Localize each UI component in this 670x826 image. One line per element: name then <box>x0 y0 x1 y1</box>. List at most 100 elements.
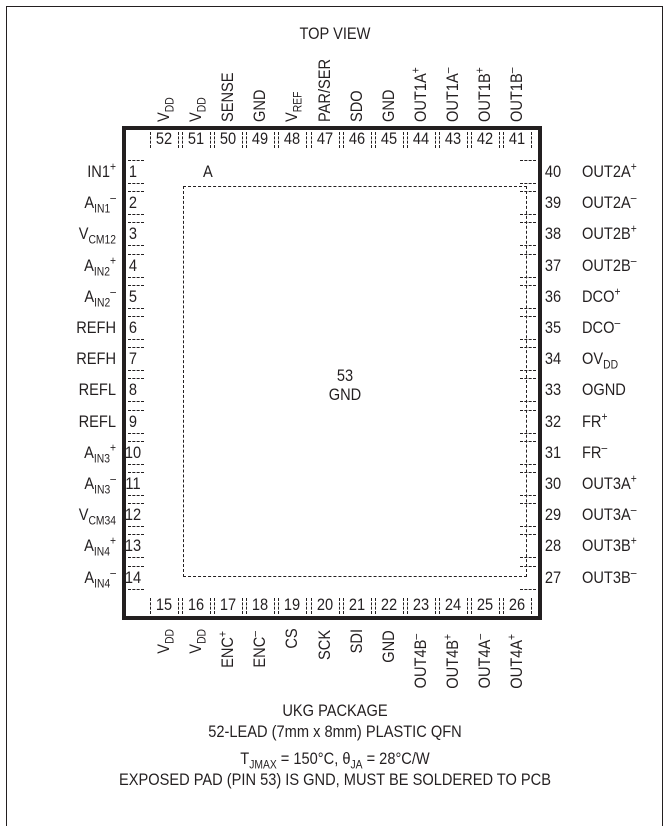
pin-box-right <box>210 598 212 614</box>
pin-box-bottom <box>128 463 144 465</box>
pin-box-top <box>128 316 144 317</box>
left-pin-number: 10 <box>124 442 142 462</box>
pin-box-left <box>246 598 248 614</box>
pin-box-bottom <box>128 307 144 309</box>
pin-box-bottom <box>520 588 536 590</box>
top-pin-number: 45 <box>380 129 397 148</box>
top-pin-number: 41 <box>508 129 526 148</box>
top-pin-label: PAR/SER <box>314 58 334 122</box>
pin-box-top <box>520 409 536 411</box>
pin-box-right <box>306 598 308 614</box>
right-pin-label: OUT2B– <box>582 252 637 275</box>
pin-box-top <box>128 534 144 536</box>
left-pin-number: 13 <box>124 536 142 556</box>
left-pin-label: AIN1– <box>84 190 116 216</box>
pin-box-right <box>434 598 436 614</box>
right-pin-number: 37 <box>544 255 562 275</box>
right-pin-label: OUT2A– <box>582 190 637 213</box>
pin-box-top <box>128 472 144 473</box>
pin-box-right <box>531 598 533 614</box>
left-pin-number: 12 <box>124 505 142 525</box>
pin-box-top <box>520 191 536 193</box>
pin-box-bottom <box>520 276 536 278</box>
left-pin-number: 5 <box>128 286 138 306</box>
bottom-pin-label: VDD <box>154 629 177 654</box>
pin-box-top <box>128 284 144 286</box>
exposed-pad-name: GND <box>328 385 362 404</box>
bottom-pin-label: OUT4A– <box>472 633 494 689</box>
pin-box-right <box>499 132 500 148</box>
bottom-pin-label: ENC– <box>247 630 270 668</box>
left-pin-number: 4 <box>128 255 138 275</box>
pin-box-bottom <box>520 526 536 528</box>
right-pin-label: OUT3A+ <box>582 471 637 493</box>
bottom-pin-number: 19 <box>284 595 301 614</box>
right-pin-number: 40 <box>544 162 562 181</box>
left-pin-number: 9 <box>128 411 138 431</box>
pin-box-left <box>150 132 151 148</box>
pin-box-top <box>128 253 144 255</box>
right-pin-number: 33 <box>544 380 562 400</box>
pin-box-right <box>178 598 179 614</box>
top-pin-label: VREF <box>282 91 305 122</box>
left-pin-number: 11 <box>125 474 141 493</box>
bottom-pin-number: 15 <box>155 595 173 614</box>
pin-box-top <box>520 253 536 255</box>
right-pin-number: 34 <box>544 349 562 369</box>
top-pin-number: 43 <box>444 129 462 148</box>
pin-box-left <box>214 598 216 614</box>
pin-box-left <box>310 598 312 614</box>
left-pin-label: AIN2+ <box>84 252 116 278</box>
pin-box-bottom <box>520 370 536 372</box>
pin-box-right <box>274 132 276 148</box>
left-pin-label: REFH <box>76 349 116 369</box>
pin-box-top <box>520 284 536 286</box>
bottom-pin-number: 16 <box>187 595 205 614</box>
pin-box-left <box>438 598 440 614</box>
right-pin-number: 39 <box>544 193 562 213</box>
pin-box-bottom <box>128 401 144 403</box>
top-pin-label: SDO <box>346 90 366 122</box>
right-pin-label: OGND <box>582 380 626 400</box>
bottom-pin-label: OUT4A+ <box>504 633 527 689</box>
bottom-pin-number: 20 <box>316 595 333 614</box>
pin-box-top <box>520 347 536 349</box>
pin-box-top <box>128 222 144 224</box>
pin-box-left <box>214 132 216 148</box>
right-pin-label: DCO+ <box>582 284 621 306</box>
right-pin-label: DCO– <box>582 315 621 337</box>
bottom-pin-label: CS <box>282 628 302 649</box>
top-pin-number: 44 <box>412 129 429 148</box>
pin-box-left <box>471 598 472 614</box>
bottom-pin-label: SDI <box>346 628 366 654</box>
right-pin-number: 38 <box>544 224 562 244</box>
top-pin-label: VDD <box>154 97 177 122</box>
bottom-pin-label: ENC+ <box>215 631 238 668</box>
pin-box-right <box>274 598 276 614</box>
left-pin-label: REFH <box>76 318 116 337</box>
pin-box-bottom <box>128 276 144 278</box>
bottom-pin-number: 23 <box>412 595 429 614</box>
pin-box-left <box>438 132 440 148</box>
right-pin-label: OUT3B– <box>582 564 637 587</box>
top-pin-number: 48 <box>284 129 301 148</box>
figure-frame <box>6 6 663 826</box>
left-pin-label: AIN4– <box>84 564 116 590</box>
pin-box-top <box>520 472 536 473</box>
pin-box-right <box>402 132 404 148</box>
top-pin-label: GND <box>378 89 398 122</box>
pin-box-bottom <box>520 339 536 340</box>
top-pin-label: OUT1B+ <box>472 67 494 122</box>
left-pin-label: AIN4+ <box>84 533 116 559</box>
pin-box-left <box>342 598 344 614</box>
pin-box-top <box>128 409 144 411</box>
exposed-pad-outline <box>183 186 527 577</box>
bottom-pin-number: 25 <box>476 595 494 614</box>
pin-box-top <box>520 316 536 317</box>
right-pin-label: OVDD <box>582 349 619 372</box>
pin-box-left <box>342 132 344 148</box>
exposed-pad-number: 53 <box>336 366 354 385</box>
pin-box-left <box>150 598 151 614</box>
bottom-pin-label: OUT4B– <box>408 633 430 689</box>
pin-box-left <box>374 132 376 148</box>
